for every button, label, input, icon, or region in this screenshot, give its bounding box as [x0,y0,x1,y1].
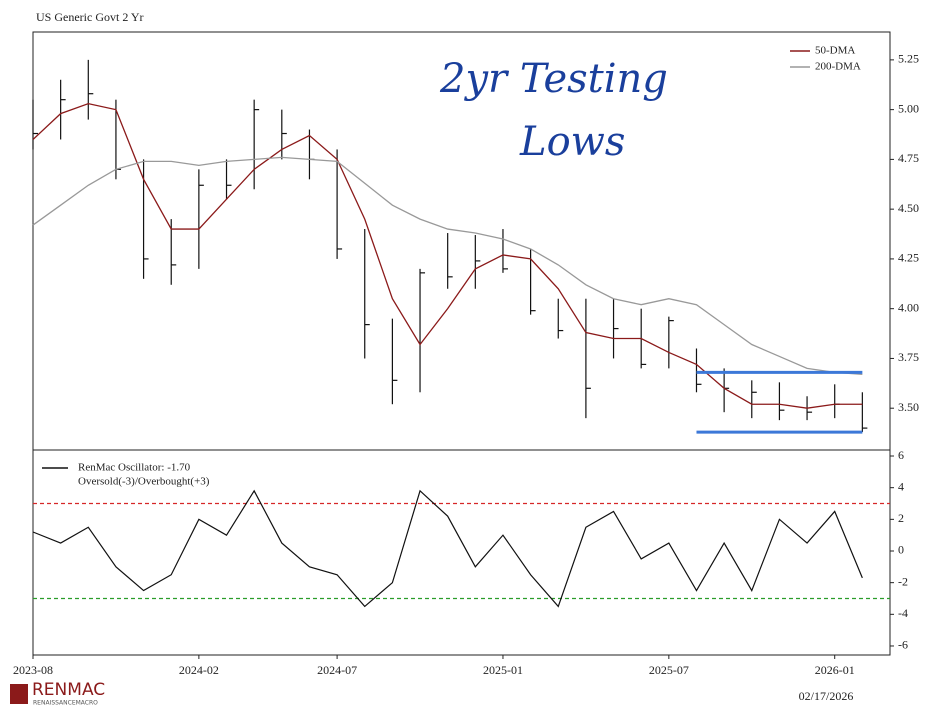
y-tick-label: -2 [898,574,908,588]
y-tick-label: 5.00 [898,101,919,115]
y-tick-label: 3.50 [898,400,919,414]
y-tick-label: -6 [898,638,908,652]
chart-title: US Generic Govt 2 Yr [36,10,144,24]
y-tick-label: 3.75 [898,350,919,364]
ma-line [32,102,863,409]
x-tick-label: 2023-08 [13,663,53,677]
y-tick-label: 2 [898,511,904,525]
legend-label: Oversold(-3)/Overbought(+3) [78,476,210,488]
logo: RENMAC RENAISSANCEMACRO [10,680,105,707]
ma-line [32,156,863,376]
logo-mark [10,684,28,704]
logo-sub: RENAISSANCEMACRO [33,700,98,707]
legend-label: 50-DMA [815,45,855,57]
x-tick-label: 2024-07 [317,663,357,677]
y-tick-label: -4 [898,606,908,620]
legend-label: RenMac Oscillator: -1.70 [78,462,191,474]
date: 02/17/2026 [799,689,854,703]
y-tick-label: 4 [898,479,904,493]
y-tick-label: 4.50 [898,201,919,215]
annotation: 2yr Testing [439,56,668,102]
x-tick-label: 2025-01 [483,663,523,677]
x-tick-label: 2024-02 [179,663,219,677]
y-tick-label: 5.25 [898,52,919,66]
frame [32,31,891,656]
annotation: Lows [519,119,625,165]
x-tick-label: 2025-07 [649,663,689,677]
logo-text: RENMAC [32,680,105,700]
legend-label: 200-DMA [815,61,861,73]
x-tick-label: 2026-01 [815,663,855,677]
y-tick-label: 4.75 [898,151,919,165]
y-tick-label: 4.00 [898,300,919,314]
oscillator-line [32,489,863,608]
y-tick-label: 0 [898,543,904,557]
y-tick-label: 4.25 [898,251,919,265]
y-tick-label: 6 [898,448,904,462]
